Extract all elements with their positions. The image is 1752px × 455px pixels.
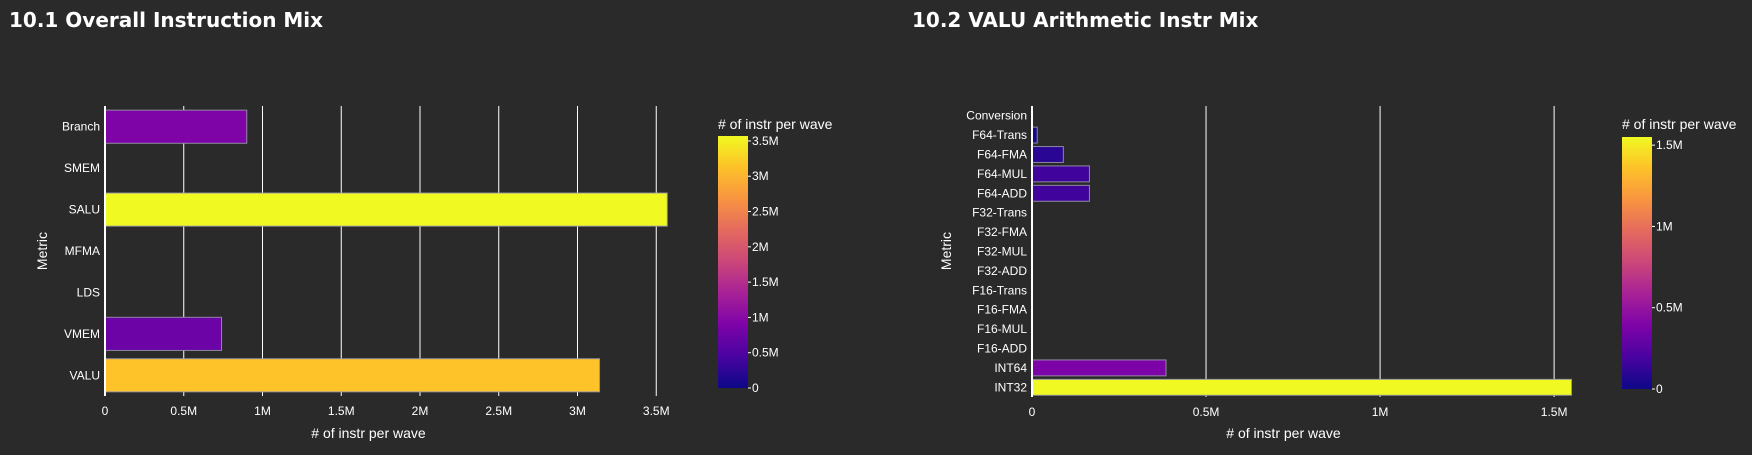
- x-tick-label: 1M: [1372, 405, 1389, 419]
- colorbar-tick-label: 1M: [1656, 219, 1673, 233]
- x-tick-label: 0.5M: [170, 404, 197, 418]
- colorbar-title: # of instr per wave: [1622, 116, 1737, 132]
- x-tick-label: 3M: [569, 404, 586, 418]
- bar-int32: [1031, 378, 1573, 396]
- colorbar-tick-label: 1.5M: [1656, 138, 1683, 152]
- y-tick-label: F32-FMA: [977, 225, 1027, 239]
- bar-valu: [104, 358, 601, 393]
- colorbar: [718, 136, 748, 388]
- bar-vmem: [104, 316, 223, 351]
- x-tick-label: 2.5M: [485, 404, 512, 418]
- x-axis-title: # of instr per wave: [311, 425, 426, 441]
- y-tick-label: Branch: [62, 120, 100, 134]
- y-tick-label: F64-MUL: [977, 167, 1027, 181]
- bar-int64: [1031, 359, 1167, 377]
- chart-panel-2: 0 0.5M 1M 1.5M INT32 INT64 F16-ADD F16-MUL F16-F…: [938, 106, 1737, 441]
- y-axis-title: Metric: [34, 232, 50, 270]
- bar-f64-add: [1031, 184, 1090, 202]
- chart-title-valu-mix: 10.2 VALU Arithmetic Instr Mix: [912, 8, 1259, 32]
- y-tick-label: F32-MUL: [977, 245, 1027, 259]
- colorbar-tick-label: 1.5M: [752, 275, 779, 289]
- y-tick-label: F16-FMA: [977, 303, 1027, 317]
- y-tick-label: F32-ADD: [977, 264, 1027, 278]
- colorbar-tick-label: 0.5M: [752, 346, 779, 360]
- chart-title-instruction-mix: 10.1 Overall Instruction Mix: [9, 8, 324, 32]
- colorbar-tick-label: 0.5M: [1656, 301, 1683, 315]
- colorbar-tick-label: 0: [1656, 382, 1663, 396]
- chart-panel-1: 0 0.5M 1M 1.5M 2M 2.5M 3M 3.5M VALU VMEM LDS MFMA SA…: [34, 106, 833, 441]
- y-tick-label: MFMA: [65, 244, 100, 258]
- colorbar-tick-label: 3.5M: [752, 134, 779, 148]
- x-axis-title: # of instr per wave: [1226, 425, 1341, 441]
- y-tick-label: INT64: [994, 361, 1027, 375]
- colorbar-tick-label: 1M: [752, 310, 769, 324]
- y-tick-label: VALU: [70, 368, 100, 382]
- x-tick-label: 1.5M: [328, 404, 355, 418]
- y-tick-label: SALU: [69, 203, 100, 217]
- x-tick-label: 0.5M: [1193, 405, 1220, 419]
- bar-salu: [104, 192, 668, 227]
- y-axis-title: Metric: [938, 232, 954, 270]
- colorbar-tick-label: 2M: [752, 240, 769, 254]
- colorbar-tick-label: 2.5M: [752, 205, 779, 219]
- colorbar-title: # of instr per wave: [718, 116, 833, 132]
- y-tick-label: F64-Trans: [972, 128, 1027, 142]
- y-tick-label: F32-Trans: [972, 206, 1027, 220]
- y-tick-label: LDS: [77, 285, 100, 299]
- y-tick-label: F64-ADD: [977, 186, 1027, 200]
- x-tick-label: 1M: [254, 404, 271, 418]
- y-tick-label: F16-Trans: [972, 283, 1027, 297]
- x-tick-label: 0: [102, 404, 109, 418]
- colorbar-tick-label: 3M: [752, 169, 769, 183]
- y-tick-label: VMEM: [64, 327, 100, 341]
- colorbar-tick-label: 0: [752, 381, 759, 395]
- y-tick-label: F64-FMA: [977, 148, 1027, 162]
- bar-branch: [104, 109, 248, 144]
- bar-f64-mul: [1031, 165, 1090, 183]
- x-tick-label: 0: [1029, 405, 1036, 419]
- x-tick-label: 3.5M: [643, 404, 670, 418]
- y-tick-label: SMEM: [64, 161, 100, 175]
- x-tick-label: 1.5M: [1541, 405, 1568, 419]
- y-tick-label: F16-MUL: [977, 322, 1027, 336]
- y-tick-label: Conversion: [966, 109, 1027, 123]
- y-tick-label: INT32: [994, 380, 1027, 394]
- colorbar: [1622, 137, 1652, 389]
- x-tick-label: 2M: [412, 404, 429, 418]
- bar-f64-fma: [1031, 146, 1064, 163]
- y-tick-label: F16-ADD: [977, 342, 1027, 356]
